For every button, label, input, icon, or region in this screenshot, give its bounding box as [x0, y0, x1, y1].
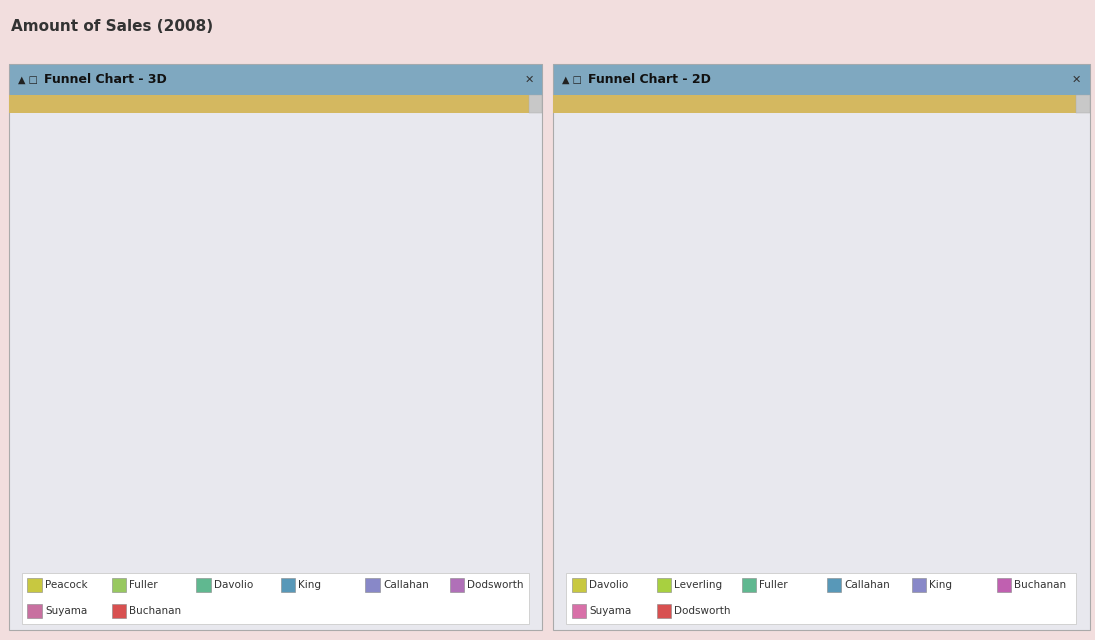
Polygon shape — [676, 291, 886, 332]
Polygon shape — [83, 274, 396, 312]
Text: 127,744.00: 127,744.00 — [960, 225, 1067, 236]
Text: 38,766.00: 38,766.00 — [292, 518, 504, 528]
Text: Fuller: Fuller — [129, 580, 158, 590]
Text: Fuller: Fuller — [759, 580, 787, 590]
Text: 143,905.00: 143,905.00 — [751, 146, 810, 156]
Text: 137,265.00: 137,265.00 — [405, 288, 504, 298]
Text: Funnel Chart - 3D: Funnel Chart - 3D — [44, 73, 166, 86]
Polygon shape — [196, 504, 285, 542]
Text: 60,044.00: 60,044.00 — [316, 442, 504, 451]
Text: Funnel Chart - 2D: Funnel Chart - 2D — [588, 73, 711, 86]
Polygon shape — [587, 170, 975, 210]
Text: 111,184.00: 111,184.00 — [374, 365, 504, 374]
Text: 78,437.00: 78,437.00 — [894, 266, 1067, 276]
Polygon shape — [710, 412, 851, 452]
Text: King: King — [298, 580, 322, 590]
Polygon shape — [196, 504, 233, 542]
Text: 59,981.00: 59,981.00 — [869, 387, 1067, 397]
Text: ▲ □: ▲ □ — [562, 74, 581, 84]
Polygon shape — [62, 236, 418, 274]
Text: Dodsworth: Dodsworth — [675, 605, 730, 616]
Text: 52,180.00: 52,180.00 — [858, 468, 1067, 477]
Text: ✕: ✕ — [525, 74, 533, 84]
Ellipse shape — [62, 229, 418, 242]
Text: Buchanan: Buchanan — [129, 605, 182, 616]
Polygon shape — [194, 465, 286, 504]
Text: 117,235.00: 117,235.00 — [382, 326, 504, 336]
Text: Buchanan: Buchanan — [1014, 580, 1067, 590]
Text: Davolio: Davolio — [214, 580, 253, 590]
Ellipse shape — [37, 177, 442, 217]
Polygon shape — [171, 428, 200, 465]
Text: King: King — [930, 580, 953, 590]
Ellipse shape — [132, 383, 348, 396]
Text: Amount of Sales (2008): Amount of Sales (2008) — [11, 19, 214, 34]
Text: Leverling: Leverling — [675, 580, 723, 590]
Text: 94,260.00: 94,260.00 — [356, 403, 504, 413]
Text: Sales - First Half of 2008: Sales - First Half of 2008 — [178, 129, 372, 143]
Ellipse shape — [106, 306, 373, 319]
Ellipse shape — [128, 188, 311, 202]
Polygon shape — [132, 389, 181, 428]
Polygon shape — [83, 274, 120, 312]
Text: ✕: ✕ — [1072, 74, 1081, 84]
Ellipse shape — [113, 344, 367, 357]
Polygon shape — [106, 312, 373, 351]
Polygon shape — [132, 389, 348, 428]
Text: Sales - Second Half of 2008: Sales - Second Half of 2008 — [714, 129, 929, 143]
Ellipse shape — [194, 460, 286, 472]
Text: Callahan: Callahan — [844, 580, 890, 590]
Polygon shape — [37, 197, 442, 236]
Text: Callahan: Callahan — [383, 580, 428, 590]
Text: Davolio: Davolio — [589, 580, 629, 590]
Text: 177,378.00: 177,378.00 — [210, 162, 269, 172]
Text: Dodsworth: Dodsworth — [468, 580, 523, 590]
Polygon shape — [194, 465, 201, 504]
Polygon shape — [675, 250, 886, 291]
Ellipse shape — [83, 268, 396, 280]
Text: Suyama: Suyama — [589, 605, 632, 616]
Text: Peacock: Peacock — [45, 580, 88, 590]
Ellipse shape — [196, 498, 285, 510]
Polygon shape — [609, 210, 953, 250]
Text: Suyama: Suyama — [45, 605, 88, 616]
Text: ▲ □: ▲ □ — [18, 74, 37, 84]
Polygon shape — [690, 332, 871, 372]
Ellipse shape — [171, 421, 309, 433]
Polygon shape — [711, 452, 851, 493]
Polygon shape — [113, 351, 143, 389]
Text: 52,285.00: 52,285.00 — [858, 428, 1067, 437]
Text: 155,672.00: 155,672.00 — [426, 250, 504, 260]
Polygon shape — [106, 312, 130, 351]
Text: 78,075.00: 78,075.00 — [894, 306, 1067, 316]
Polygon shape — [726, 493, 835, 533]
Text: 40,589.00: 40,589.00 — [843, 508, 1067, 518]
Polygon shape — [113, 351, 367, 389]
Polygon shape — [62, 236, 99, 274]
Polygon shape — [171, 428, 309, 465]
Polygon shape — [700, 372, 862, 412]
Polygon shape — [37, 197, 80, 236]
Text: 67,004.00: 67,004.00 — [878, 346, 1067, 356]
Text: 40,403.00: 40,403.00 — [293, 480, 504, 490]
Ellipse shape — [229, 536, 251, 548]
